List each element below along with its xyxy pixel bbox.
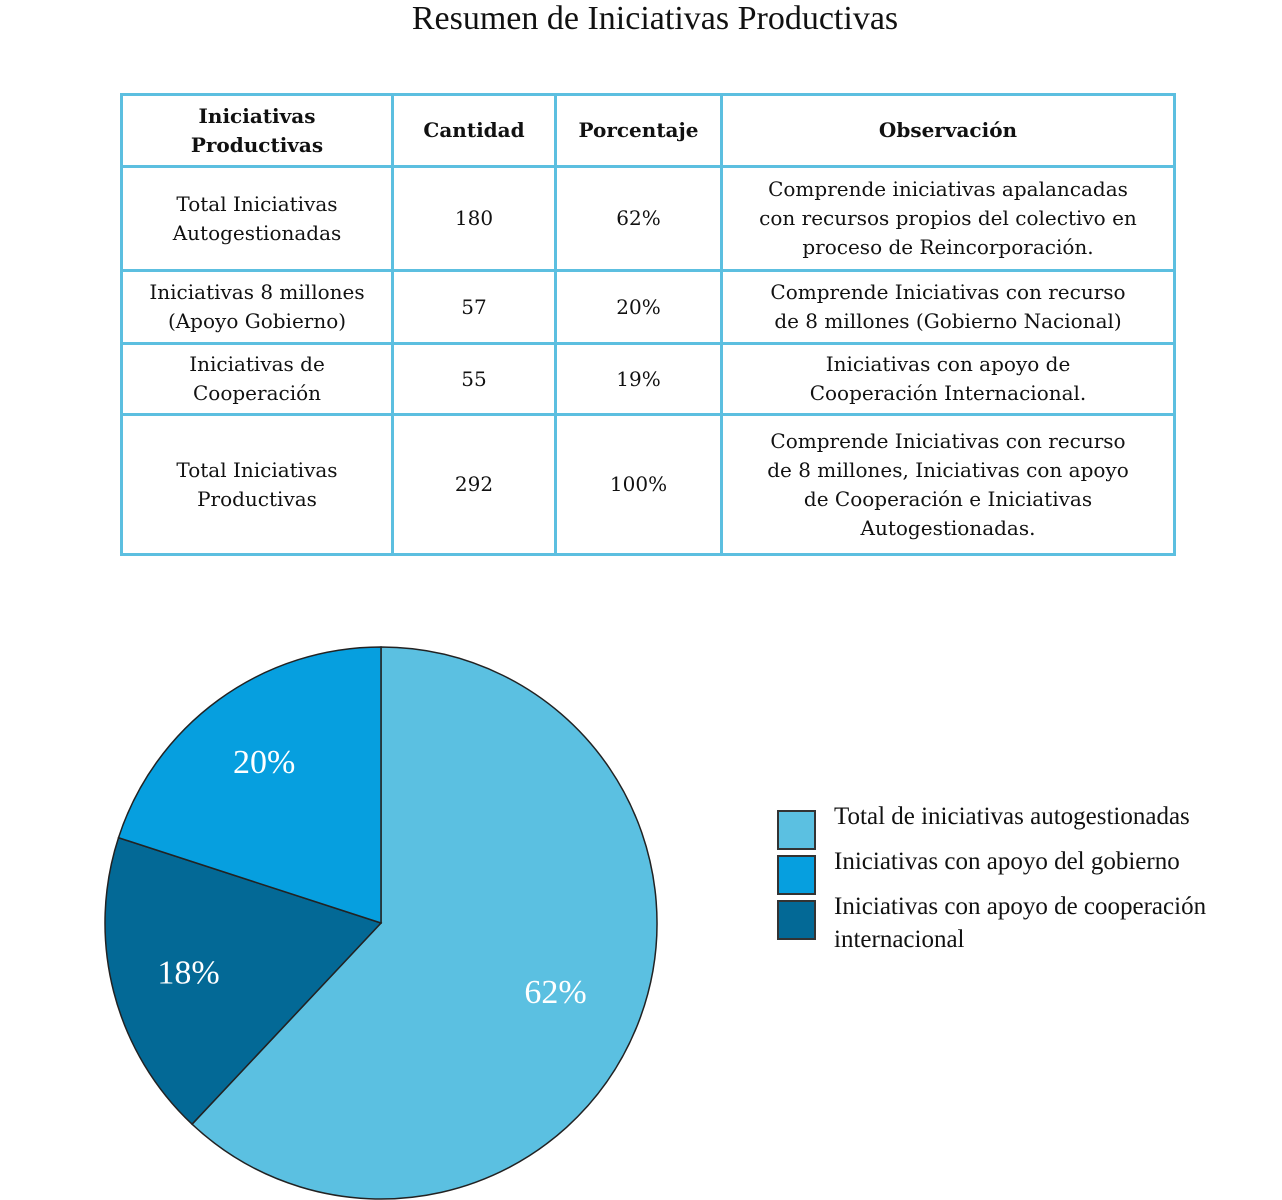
slice-label: 20% (233, 744, 295, 781)
table-cell: 20% (554, 269, 723, 345)
slice-label: 62% (524, 974, 586, 1011)
table-cell: 19% (554, 342, 723, 416)
summary-table: Iniciativas Productivas Cantidad Porcent… (120, 93, 1176, 556)
pie-slice (191, 646, 658, 1200)
legend-label: Iniciativas con apoyo de cooperación int… (834, 893, 1207, 953)
pie-slice (117, 646, 382, 925)
legend-swatch (777, 855, 816, 895)
table-cell: Comprende Iniciativas con recurso de 8 m… (720, 269, 1176, 345)
header-cell: Iniciativas Productivas (120, 93, 394, 168)
chart-legend: Total de iniciativas autogestionadas Ini… (777, 800, 1282, 968)
table-cell: Iniciativas con apoyo de Cooperación Int… (720, 342, 1176, 416)
legend-item: Total de iniciativas autogestionadas (777, 800, 1282, 850)
table-cell: 55 (391, 342, 557, 416)
table-cell: Iniciativas 8 millones (Apoyo Gobierno) (120, 269, 394, 345)
table-cell: 100% (554, 413, 723, 556)
table-cell: 292 (391, 413, 557, 556)
legend-swatch (777, 900, 816, 940)
table-row: Total Iniciativas Autogestionadas 180 62… (120, 165, 1176, 272)
pie-slice (104, 836, 383, 1126)
legend-label: Iniciativas con apoyo del gobierno (834, 848, 1180, 875)
table-row: Iniciativas de Cooperación 55 19% Inicia… (120, 342, 1176, 416)
pie-chart: 62% 18% 20% (104, 646, 658, 1200)
table-row: Total Iniciativas Productivas 292 100% C… (120, 413, 1176, 556)
header-cell: Observación (720, 93, 1176, 168)
header-cell: Porcentaje (554, 93, 723, 168)
table-header-row: Iniciativas Productivas Cantidad Porcent… (120, 93, 1176, 168)
legend-swatch (777, 810, 816, 850)
table-cell: 62% (554, 165, 723, 272)
table-cell: Comprende iniciativas apalancadas con re… (720, 165, 1176, 272)
legend-item: Iniciativas con apoyo de cooperación int… (777, 890, 1282, 956)
table-cell: 57 (391, 269, 557, 345)
page-title: Resumen de Iniciativas Productivas (411, 0, 899, 37)
table-cell: Total Iniciativas Productivas (120, 413, 394, 556)
legend-item: Iniciativas con apoyo del gobierno (777, 845, 1282, 895)
table-cell: Comprende Iniciativas con recurso de 8 m… (720, 413, 1176, 556)
table-row: Iniciativas 8 millones (Apoyo Gobierno) … (120, 269, 1176, 345)
table-cell: Iniciativas de Cooperación (120, 342, 394, 416)
legend-label: Total de iniciativas autogestionadas (834, 803, 1190, 830)
table-cell: Total Iniciativas Autogestionadas (120, 165, 394, 272)
table-cell: 180 (391, 165, 557, 272)
slice-label: 18% (157, 954, 219, 991)
header-cell: Cantidad (391, 93, 557, 168)
